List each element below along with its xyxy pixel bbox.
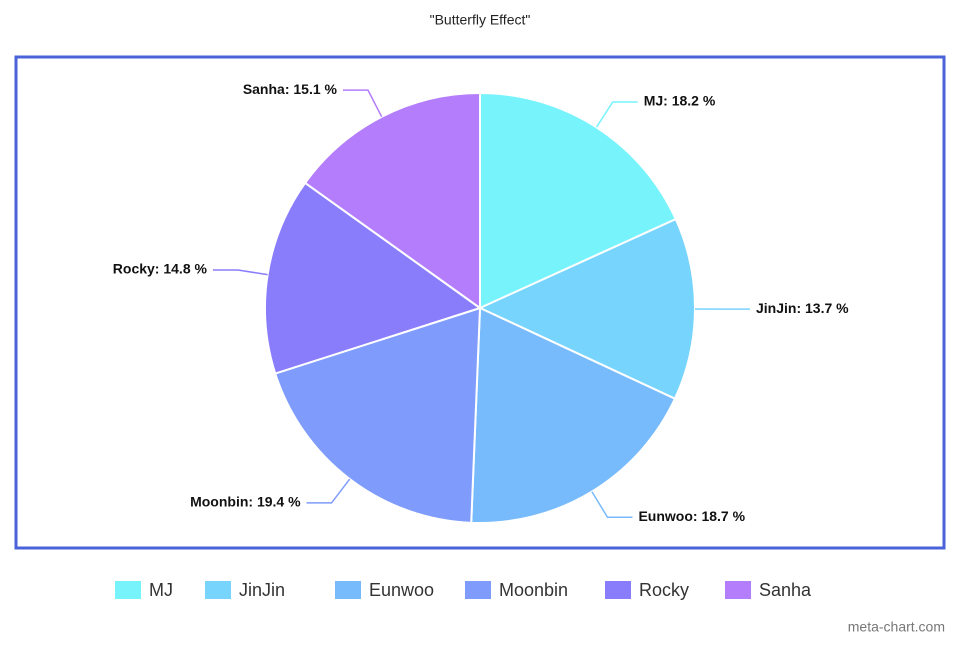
data-label: Rocky: 14.8 % <box>113 261 208 277</box>
watermark: meta-chart.com <box>848 619 945 635</box>
legend-label: Eunwoo <box>369 580 434 600</box>
legend-swatch <box>205 581 231 599</box>
data-label: MJ: 18.2 % <box>644 93 716 109</box>
legend-label: MJ <box>149 580 173 600</box>
legend-label: JinJin <box>239 580 285 600</box>
legend-swatch <box>725 581 751 599</box>
data-label: Sanha: 15.1 % <box>243 81 338 97</box>
data-label: JinJin: 13.7 % <box>756 300 849 316</box>
legend-swatch <box>605 581 631 599</box>
legend-label: Rocky <box>639 580 689 600</box>
data-label: Eunwoo: 18.7 % <box>638 508 745 524</box>
legend-swatch <box>335 581 361 599</box>
chart-title: "Butterfly Effect" <box>430 12 531 28</box>
legend-label: Moonbin <box>499 580 568 600</box>
data-label: Moonbin: 19.4 % <box>190 494 301 510</box>
legend-label: Sanha <box>759 580 812 600</box>
legend-swatch <box>115 581 141 599</box>
legend-swatch <box>465 581 491 599</box>
